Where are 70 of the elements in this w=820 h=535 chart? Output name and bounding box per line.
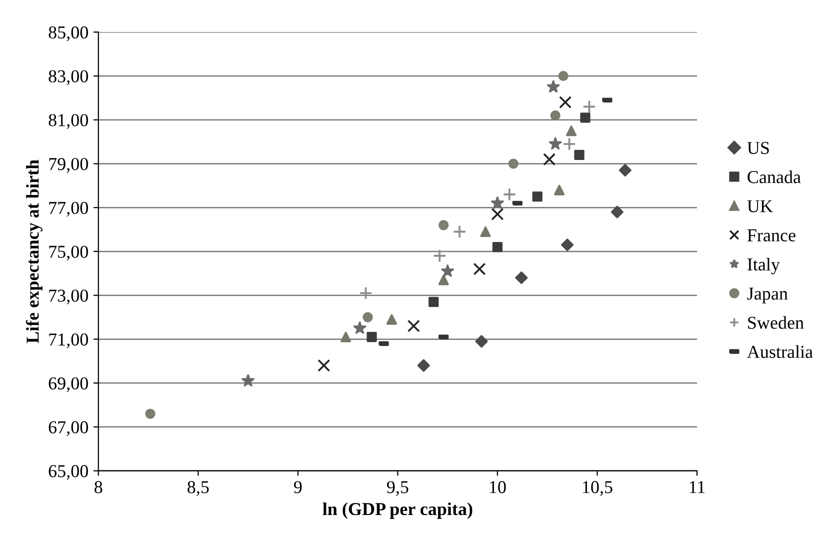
point	[566, 126, 577, 136]
point	[145, 408, 156, 419]
x-axis-title: ln (GDP per capita)	[322, 502, 472, 519]
y-tick-label: 77,00	[49, 202, 88, 217]
point	[362, 312, 373, 322]
point	[580, 112, 590, 123]
x-tick-label: 8	[94, 481, 102, 494]
y-tick-label: 81,00	[48, 114, 88, 129]
legend-label: France	[747, 229, 796, 242]
point	[561, 238, 574, 252]
legend-label: Australia	[747, 345, 813, 358]
legend-label: Sweden	[748, 316, 804, 329]
point	[618, 164, 632, 177]
point	[407, 320, 420, 332]
point	[340, 332, 352, 342]
point	[318, 359, 330, 372]
legend-label: US	[747, 142, 769, 154]
y-tick-label: 83,00	[48, 70, 88, 86]
point	[428, 296, 439, 307]
y-tick-label: 69,00	[48, 377, 88, 392]
legend-label: UK	[747, 200, 773, 212]
point	[574, 150, 584, 160]
point	[386, 314, 398, 325]
point	[473, 262, 486, 276]
point	[582, 100, 596, 114]
point	[548, 137, 562, 150]
point	[438, 220, 449, 230]
x-tick-label: 8,5	[188, 481, 209, 496]
point	[550, 110, 560, 121]
point	[480, 226, 491, 238]
point	[417, 359, 430, 372]
point	[562, 137, 576, 151]
x-tick-label: 9,5	[386, 481, 408, 496]
point	[242, 374, 254, 386]
point	[353, 322, 366, 334]
point	[441, 264, 454, 277]
point	[366, 332, 377, 342]
y-tick-label: 65,00	[48, 465, 88, 480]
x-tick-label: 9	[294, 481, 302, 494]
point	[432, 249, 446, 263]
y-tick-label: 67,00	[48, 421, 88, 436]
point	[508, 158, 518, 169]
x-tick-label: 10	[490, 481, 506, 494]
y-tick-label: 79,00	[49, 158, 88, 173]
point	[532, 192, 542, 202]
y-tick-label: 75,00	[49, 246, 88, 260]
point	[543, 153, 556, 166]
point	[502, 188, 516, 202]
point	[558, 70, 568, 82]
point	[438, 274, 449, 286]
point	[515, 271, 528, 284]
point	[610, 206, 624, 218]
y-tick-label: 71,00	[49, 333, 88, 348]
legend-label: Canada	[748, 170, 801, 184]
y-tick-label: 85,00	[48, 26, 88, 42]
y-axis-title: Life expectancy at birth	[26, 160, 42, 344]
point	[359, 286, 372, 300]
point	[492, 242, 503, 252]
point	[559, 96, 572, 109]
point	[491, 196, 504, 209]
legend-label: Italy	[748, 258, 780, 274]
legend-label: Japan	[747, 288, 788, 304]
point	[452, 224, 466, 238]
point	[554, 184, 565, 196]
point	[546, 80, 560, 93]
point	[491, 208, 504, 220]
point	[475, 335, 488, 348]
x-tick-label: 11	[690, 481, 705, 494]
y-tick-label: 73,00	[49, 290, 88, 304]
x-tick-label: 10,5	[583, 481, 612, 496]
